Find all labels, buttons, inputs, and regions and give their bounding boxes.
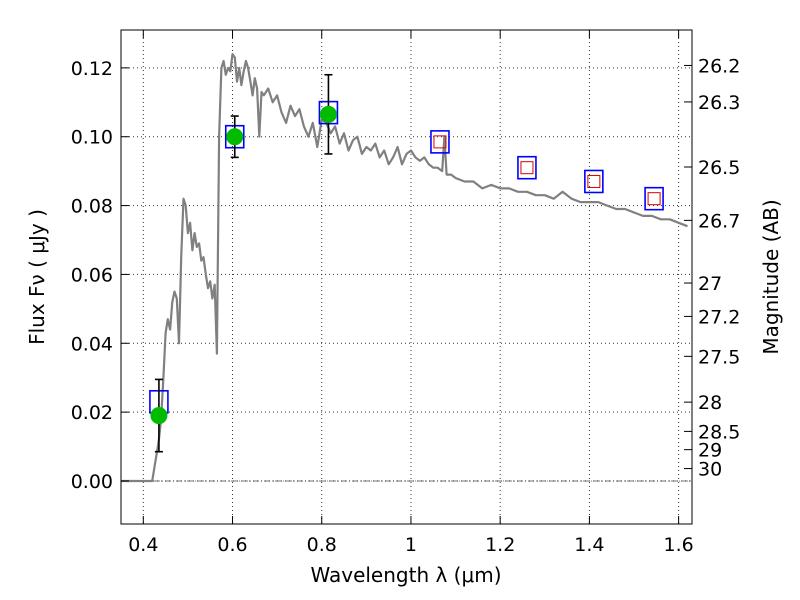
plot-frame bbox=[120, 29, 693, 525]
y2-tick-label: 26.3 bbox=[698, 92, 740, 114]
data-markers-group bbox=[149, 73, 664, 453]
predicted-point bbox=[433, 135, 447, 149]
ticks-group bbox=[121, 30, 692, 524]
labels-group: 0.4 0.6 0.8 1 1.2 1.4 1.6 0.00 0.02 0.04 0.06 0.08 0… bbox=[71, 55, 741, 556]
x-tick-label: 1.6 bbox=[664, 534, 694, 556]
y-tick-label: 0.08 bbox=[71, 196, 113, 218]
predicted-point bbox=[647, 192, 661, 206]
y2-tick-label: 28.5 bbox=[698, 421, 740, 443]
y-tick-label: 0.12 bbox=[71, 58, 113, 80]
model-spectrum-line bbox=[121, 52, 688, 483]
y2-tick-label: 27 bbox=[698, 273, 722, 295]
y2-tick-label: 26.5 bbox=[698, 157, 740, 179]
y-tick-label: 0.02 bbox=[71, 402, 113, 424]
model-photometry-box bbox=[644, 186, 664, 211]
y-tick-label: 0.00 bbox=[71, 471, 113, 493]
x-axis-label: Wavelength λ (μm) bbox=[310, 563, 501, 587]
observed-point bbox=[150, 407, 168, 425]
model-spectrum-group bbox=[121, 52, 688, 483]
y2-tick-label: 28 bbox=[698, 392, 722, 414]
y-tick-label: 0.10 bbox=[71, 127, 113, 149]
y-axis-label: Flux Fν ( μJy ) bbox=[25, 209, 49, 345]
y2-tick-label: 26.7 bbox=[698, 210, 740, 232]
model-photometry-box bbox=[584, 169, 604, 194]
x-tick-label: 0.4 bbox=[128, 534, 158, 556]
y2-tick-label: 27.2 bbox=[698, 306, 740, 328]
y2-tick-label: 30 bbox=[698, 459, 722, 481]
observed-point bbox=[226, 128, 244, 146]
predicted-point bbox=[587, 174, 601, 188]
predicted-point bbox=[520, 161, 534, 175]
model-photometry-box bbox=[430, 130, 450, 154]
x-tick-label: 1.4 bbox=[574, 534, 604, 556]
y-tick-label: 0.04 bbox=[71, 333, 113, 355]
x-tick-label: 0.6 bbox=[217, 534, 247, 556]
y2-tick-label: 26.2 bbox=[698, 55, 740, 77]
y-tick-label: 0.06 bbox=[71, 264, 113, 286]
y2-tick-label: 29 bbox=[698, 440, 722, 462]
x-tick-label: 1 bbox=[405, 534, 417, 556]
x-tick-label: 1.2 bbox=[485, 534, 515, 556]
y2-tick-label: 27.5 bbox=[698, 346, 740, 368]
observed-point bbox=[319, 105, 337, 123]
x-tick-label: 0.8 bbox=[307, 534, 337, 556]
y2-axis-label: Magnitude (AB) bbox=[759, 199, 783, 354]
model-photometry-box bbox=[517, 155, 537, 180]
